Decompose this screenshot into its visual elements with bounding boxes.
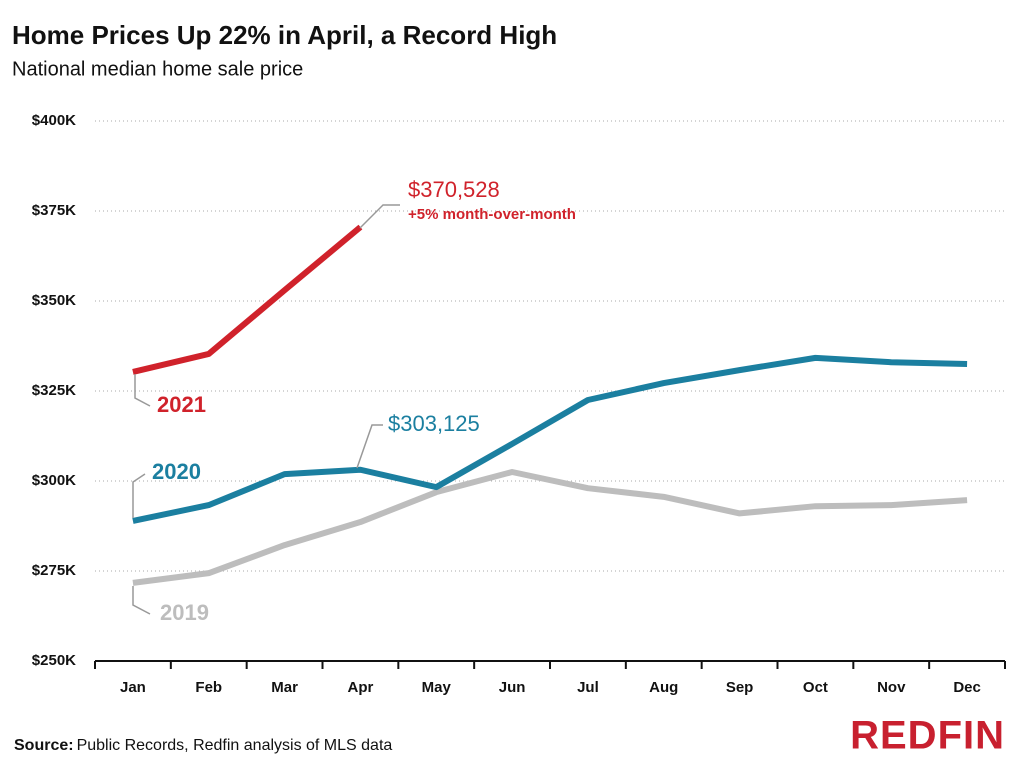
series-line [132, 469, 968, 586]
x-tick-label: Apr [347, 679, 373, 696]
chart-subtitle: National median home sale price [12, 58, 303, 80]
source: Source: Public Records, Redfin analysis o… [14, 737, 392, 754]
source-text: Public Records, Redfin analysis of MLS d… [77, 737, 393, 754]
value-label: $370,528 [408, 177, 500, 202]
x-tick-label: Jul [577, 679, 599, 696]
leader-line [356, 424, 383, 469]
series-label: 2021 [157, 392, 206, 417]
y-tick-label: $300K [32, 472, 76, 489]
x-tick-label: Feb [195, 679, 222, 696]
x-tick-label: Jan [120, 679, 146, 696]
x-tick-label: Jun [499, 679, 526, 696]
source-label: Source: [14, 737, 74, 754]
value-label: $303,125 [388, 411, 480, 436]
x-tick-label: Oct [803, 679, 828, 696]
series-label: 2020 [152, 459, 201, 484]
x-tick-label: Aug [649, 679, 678, 696]
y-tick-label: $375K [32, 202, 76, 219]
x-tick-label: Mar [271, 679, 298, 696]
leader-line [134, 374, 151, 407]
series-label: 2019 [160, 600, 209, 625]
series-line [132, 224, 363, 375]
series-line [132, 354, 968, 524]
logo: REDFIN [850, 714, 1005, 758]
annotation: +5% month-over-month [408, 206, 576, 223]
x-tick-label: Dec [953, 679, 981, 696]
x-tick-label: Nov [877, 679, 906, 696]
y-tick-label: $350K [32, 292, 76, 309]
y-tick-label: $325K [32, 382, 76, 399]
leader-line [359, 204, 400, 229]
y-tick-label: $400K [32, 112, 76, 129]
x-tick-label: Sep [726, 679, 754, 696]
leader-line [132, 473, 146, 518]
y-tick-label: $250K [32, 652, 76, 669]
leader-line [132, 586, 151, 615]
x-tick-label: May [422, 679, 452, 696]
y-tick-label: $275K [32, 562, 76, 579]
chart-title: Home Prices Up 22% in April, a Record Hi… [12, 20, 557, 50]
